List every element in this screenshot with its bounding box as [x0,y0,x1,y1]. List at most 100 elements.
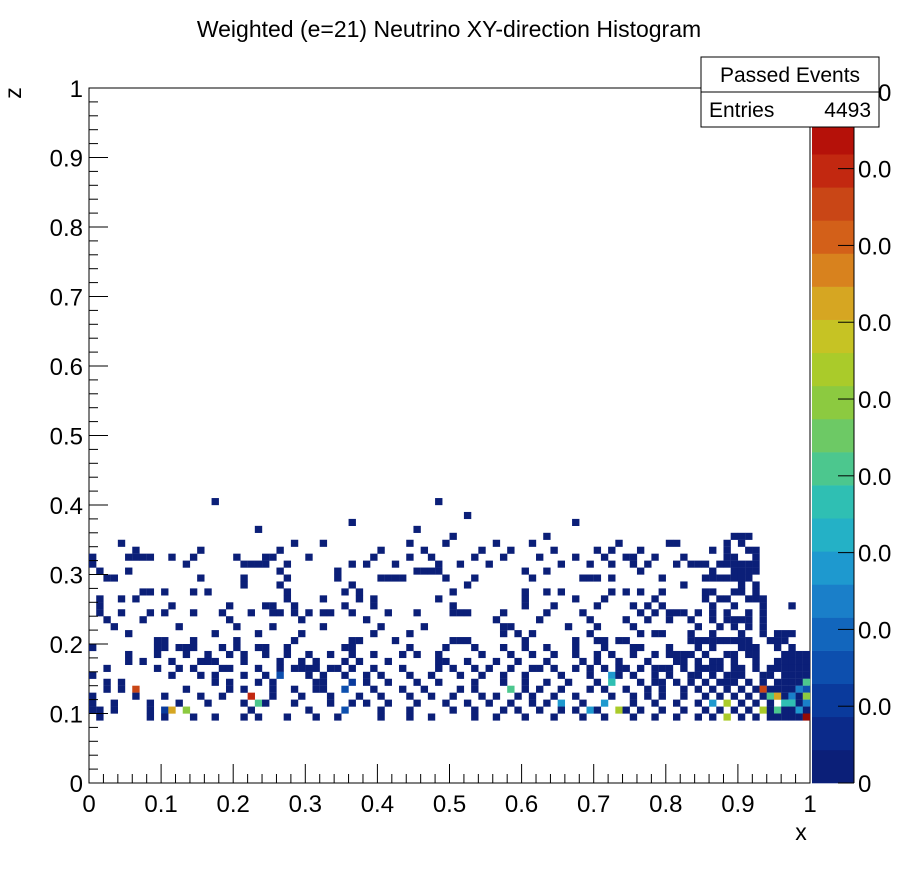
heatmap-cell [507,664,515,672]
heatmap-cell [680,581,688,589]
heatmap-cell [96,713,104,721]
heatmap-cell [370,650,378,659]
heatmap-cell [773,637,782,645]
x-tick-label: 1 [803,791,816,818]
color-scale-swatch [812,286,854,320]
heatmap-cell [391,637,400,645]
heatmap-cell [802,713,811,721]
heatmap-cell [773,657,782,665]
heatmap-cell [254,644,263,652]
heatmap-cell [752,560,760,568]
heatmap-cell [348,560,356,568]
heatmap-cell [701,650,710,659]
heatmap-cell [89,706,97,714]
heatmap-cell [709,713,717,721]
heatmap-cell [262,560,270,568]
heatmap-cell [211,630,219,638]
heatmap-cell [781,637,789,645]
heatmap-cell [399,574,407,582]
heatmap-cell [608,574,616,582]
heatmap-cell [290,664,299,672]
color-scale-label: 0.0 [858,157,891,184]
heatmap-cell [759,671,767,679]
heatmap-cell [341,671,349,679]
heatmap-cell [600,713,609,721]
heatmap-cell [536,706,544,714]
heatmap-cell [557,699,566,707]
heatmap-cell [788,685,796,693]
heatmap-cell [730,678,739,686]
heatmap-cell [384,574,392,582]
heatmap-cell [442,699,450,707]
heatmap-cell [456,609,465,617]
heatmap-cell [673,699,681,707]
heatmap-cell [730,616,739,624]
heatmap-cell [189,588,198,596]
heatmap-cell [709,546,717,554]
heatmap-cell [528,650,537,659]
heatmap-cell [600,553,609,561]
heatmap-cell [89,553,97,561]
heatmap-cell [362,616,371,624]
heatmap-cell [528,539,537,547]
heatmap-cell [370,664,378,672]
stats-box: Passed Events Entries 4493 [700,56,880,128]
heatmap-cell [377,706,385,714]
heatmap-cell [240,581,248,589]
heatmap-cell [622,664,630,672]
heatmap-cell [348,581,356,589]
heatmap-cell [96,602,104,610]
heatmap-cell [348,644,356,652]
heatmap-cell [709,637,717,645]
heatmap-cell [161,637,169,645]
heatmap-cell [442,644,450,652]
heatmap-cell [341,602,349,610]
heatmap-cell [485,699,493,707]
heatmap-cell [658,588,666,596]
heatmap-cell [723,595,731,603]
x-tick-label: 0.8 [649,791,682,818]
heatmap-cell [622,685,630,693]
heatmap-cell [709,567,717,575]
heatmap-cell [773,713,782,721]
heatmap-cell [651,664,659,672]
heatmap-cell [449,602,457,610]
heatmap-cell [802,650,811,659]
heatmap-cell [175,623,183,631]
heatmap-cell [168,706,176,714]
heatmap-cell [507,650,515,659]
heatmap-cell [651,630,659,638]
heatmap-cell [737,567,746,575]
heatmap-cell [709,685,717,693]
heatmap-cell [348,637,356,645]
heatmap-cell [716,574,724,582]
heatmap-cell [449,532,457,540]
heatmap-cell [449,637,457,645]
heatmap-cell [745,692,753,700]
color-scale: 00.00.00.00.00.00.00.00.00.0 [812,80,891,798]
y-axis: 0 0.1 0.2 0.3 0.4 0.5 0.6 0.7 0.8 0.9 1 [50,76,108,798]
heatmap-cell [701,692,710,700]
heatmap-cell [528,699,537,707]
heatmap-cell [305,664,313,672]
heatmap-cell [269,553,277,561]
heatmap-cell [658,664,666,672]
heatmap-cell [528,692,537,700]
heatmap-cell [593,623,602,631]
heatmap-cell [608,546,616,554]
x-axis: 0 0.1 0.2 0.3 0.4 0.5 0.6 0.7 0.8 0.9 1 [82,764,817,818]
heatmap-cell [673,609,681,617]
heatmap-cell [399,685,407,693]
heatmap-cell [326,664,335,672]
heatmap-cell [716,678,724,686]
heatmap-cell [233,623,241,631]
x-tick-label: 0.1 [144,791,177,818]
heatmap-cell [745,623,753,631]
heatmap-cell [572,553,580,561]
heatmap-cell [543,567,551,575]
heatmap-cell [478,692,486,700]
color-scale-label: 0.0 [858,310,891,337]
heatmap-cell [759,630,767,638]
heatmap-cell [341,706,349,714]
heatmap-cell [701,595,710,603]
